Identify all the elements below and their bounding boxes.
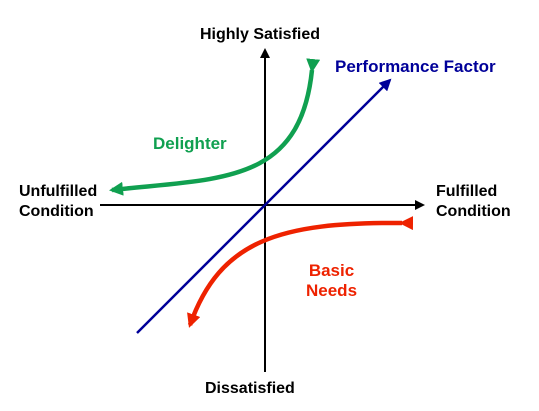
basic-needs-label-line1: Basic <box>308 261 355 280</box>
right-axis-label: Fulfilled Condition <box>436 182 511 222</box>
performance-factor-line <box>136 78 392 334</box>
basic-needs-label-line2: Needs <box>306 281 358 300</box>
delighter-curve <box>109 58 321 196</box>
basic-needs-curve <box>187 216 414 328</box>
left-axis-label-line2: Condition <box>19 203 94 220</box>
right-axis-label-line1: Fulfilled <box>436 183 498 200</box>
bottom-axis-label: Dissatisfied <box>205 380 295 397</box>
basic-needs-label: Basic Needs <box>306 261 357 301</box>
performance-factor-label: Performance Factor <box>335 57 496 76</box>
left-axis-label: Unfulfilled Condition <box>19 182 97 222</box>
right-axis-label-line2: Condition <box>436 203 511 220</box>
left-axis-label-line1: Unfulfilled <box>19 183 98 200</box>
delighter-label: Delighter <box>153 134 227 153</box>
top-axis-label: Highly Satisfied <box>200 26 321 43</box>
